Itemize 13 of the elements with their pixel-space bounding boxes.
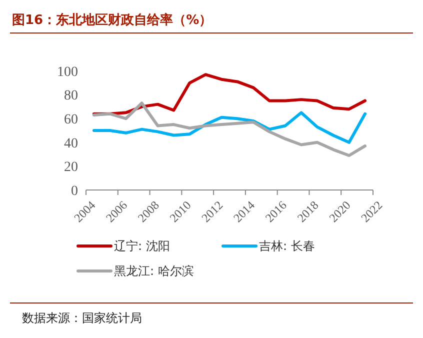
y-tick-label: 40	[64, 136, 78, 152]
y-tick-label: 80	[64, 88, 78, 104]
y-tick-label: 20	[64, 160, 78, 176]
line-series	[92, 111, 367, 144]
source-note: 数据来源：国家统计局	[22, 311, 142, 325]
chart-title: 图16：东北地区财政自给率（%）	[12, 12, 212, 28]
y-tick-label: 60	[64, 112, 78, 128]
line-series	[92, 102, 367, 157]
legend-label: 黑龙江: 哈尔滨	[114, 264, 194, 278]
y-tick-label: 100	[57, 64, 78, 80]
legend-label: 辽宁: 沈阳	[114, 239, 170, 254]
y-tick-label: 0	[71, 184, 78, 199]
legend-label: 吉林: 长春	[259, 239, 315, 254]
